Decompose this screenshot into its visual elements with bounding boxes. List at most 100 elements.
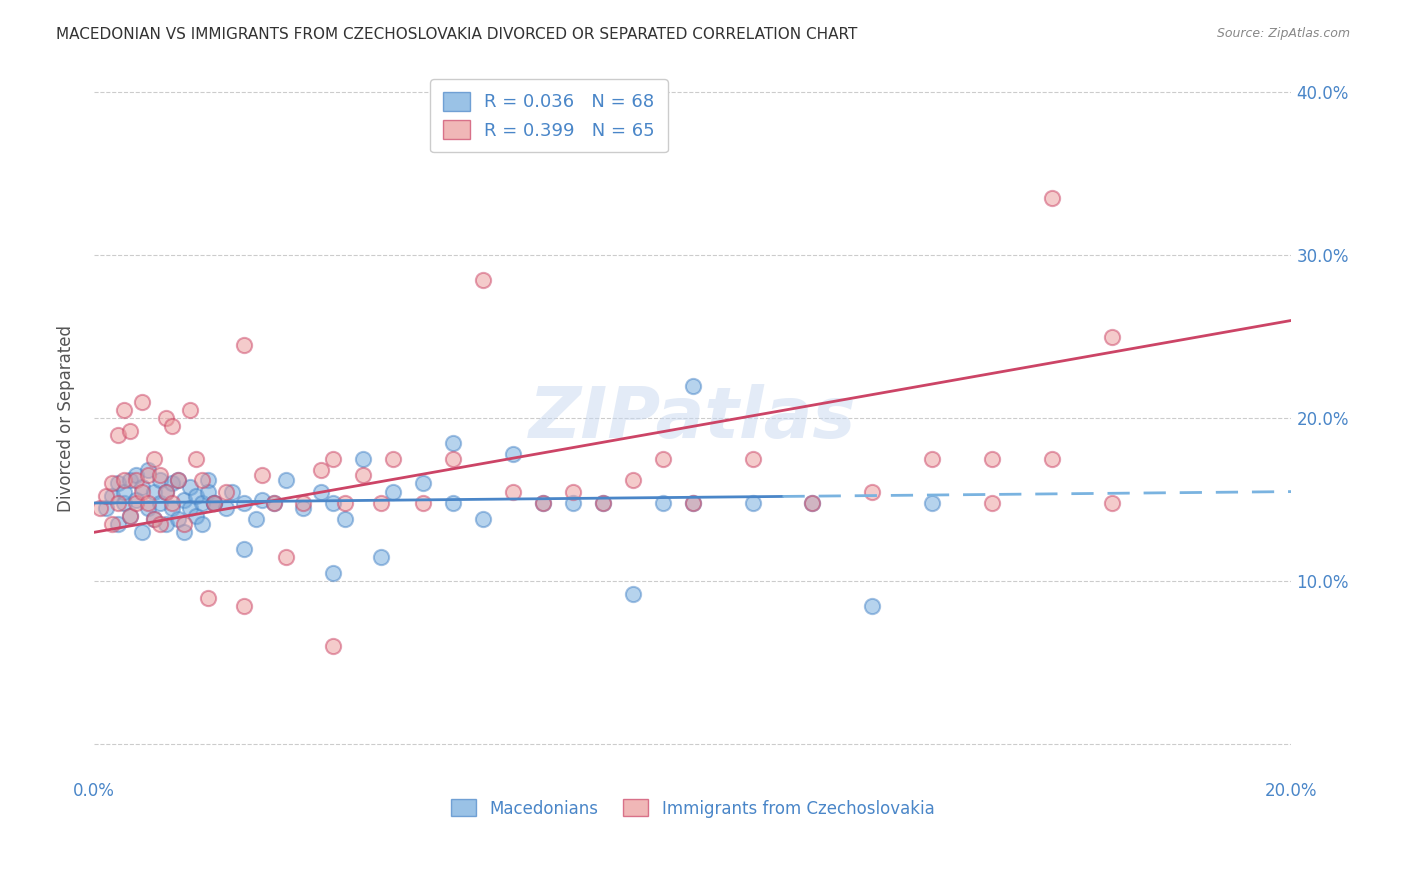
Point — [322, 566, 344, 580]
Point — [118, 473, 141, 487]
Point — [136, 463, 159, 477]
Point — [166, 512, 188, 526]
Point — [160, 496, 183, 510]
Point — [561, 496, 583, 510]
Point — [166, 473, 188, 487]
Point — [860, 484, 883, 499]
Point — [592, 496, 614, 510]
Point — [107, 476, 129, 491]
Point — [352, 468, 374, 483]
Point — [107, 517, 129, 532]
Text: MACEDONIAN VS IMMIGRANTS FROM CZECHOSLOVAKIA DIVORCED OR SEPARATED CORRELATION C: MACEDONIAN VS IMMIGRANTS FROM CZECHOSLOV… — [56, 27, 858, 42]
Point — [149, 517, 172, 532]
Point — [981, 452, 1004, 467]
Point — [370, 549, 392, 564]
Point — [112, 484, 135, 499]
Point — [142, 512, 165, 526]
Point — [149, 496, 172, 510]
Point — [1040, 191, 1063, 205]
Point — [101, 490, 124, 504]
Point — [131, 484, 153, 499]
Point — [263, 496, 285, 510]
Point — [160, 500, 183, 515]
Point — [502, 484, 524, 499]
Point — [232, 338, 254, 352]
Point — [322, 452, 344, 467]
Text: Source: ZipAtlas.com: Source: ZipAtlas.com — [1216, 27, 1350, 40]
Point — [179, 403, 201, 417]
Point — [184, 452, 207, 467]
Point — [184, 509, 207, 524]
Point — [232, 496, 254, 510]
Point — [173, 517, 195, 532]
Point — [173, 492, 195, 507]
Point — [1040, 452, 1063, 467]
Point — [149, 468, 172, 483]
Point — [860, 599, 883, 613]
Point — [166, 473, 188, 487]
Point — [125, 473, 148, 487]
Point — [118, 424, 141, 438]
Point — [322, 640, 344, 654]
Point — [250, 468, 273, 483]
Point — [292, 500, 315, 515]
Point — [352, 452, 374, 467]
Point — [472, 512, 495, 526]
Point — [142, 452, 165, 467]
Point — [292, 496, 315, 510]
Point — [621, 473, 644, 487]
Point — [190, 473, 212, 487]
Point — [263, 496, 285, 510]
Point — [125, 468, 148, 483]
Point — [274, 473, 297, 487]
Point — [472, 273, 495, 287]
Point — [197, 473, 219, 487]
Point — [322, 496, 344, 510]
Point — [382, 484, 405, 499]
Point — [592, 496, 614, 510]
Point — [112, 496, 135, 510]
Point — [682, 496, 704, 510]
Legend: Macedonians, Immigrants from Czechoslovakia: Macedonians, Immigrants from Czechoslova… — [443, 791, 943, 826]
Point — [1101, 496, 1123, 510]
Point — [202, 496, 225, 510]
Point — [801, 496, 824, 510]
Point — [142, 484, 165, 499]
Point — [94, 490, 117, 504]
Point — [232, 541, 254, 556]
Point — [112, 473, 135, 487]
Point — [214, 484, 236, 499]
Point — [382, 452, 405, 467]
Point — [335, 512, 357, 526]
Point — [107, 496, 129, 510]
Point — [801, 496, 824, 510]
Point — [101, 517, 124, 532]
Point — [221, 484, 243, 499]
Point — [370, 496, 392, 510]
Point — [412, 476, 434, 491]
Point — [125, 496, 148, 510]
Point — [155, 484, 177, 499]
Point — [94, 500, 117, 515]
Point — [184, 490, 207, 504]
Point — [155, 411, 177, 425]
Point — [107, 427, 129, 442]
Point — [197, 484, 219, 499]
Point — [149, 473, 172, 487]
Point — [202, 496, 225, 510]
Point — [160, 419, 183, 434]
Point — [155, 484, 177, 499]
Point — [561, 484, 583, 499]
Point — [136, 496, 159, 510]
Point — [190, 496, 212, 510]
Point — [155, 517, 177, 532]
Point — [173, 525, 195, 540]
Point — [179, 480, 201, 494]
Point — [142, 512, 165, 526]
Point — [741, 496, 763, 510]
Point — [232, 599, 254, 613]
Point — [131, 525, 153, 540]
Point — [250, 492, 273, 507]
Point — [621, 587, 644, 601]
Point — [190, 517, 212, 532]
